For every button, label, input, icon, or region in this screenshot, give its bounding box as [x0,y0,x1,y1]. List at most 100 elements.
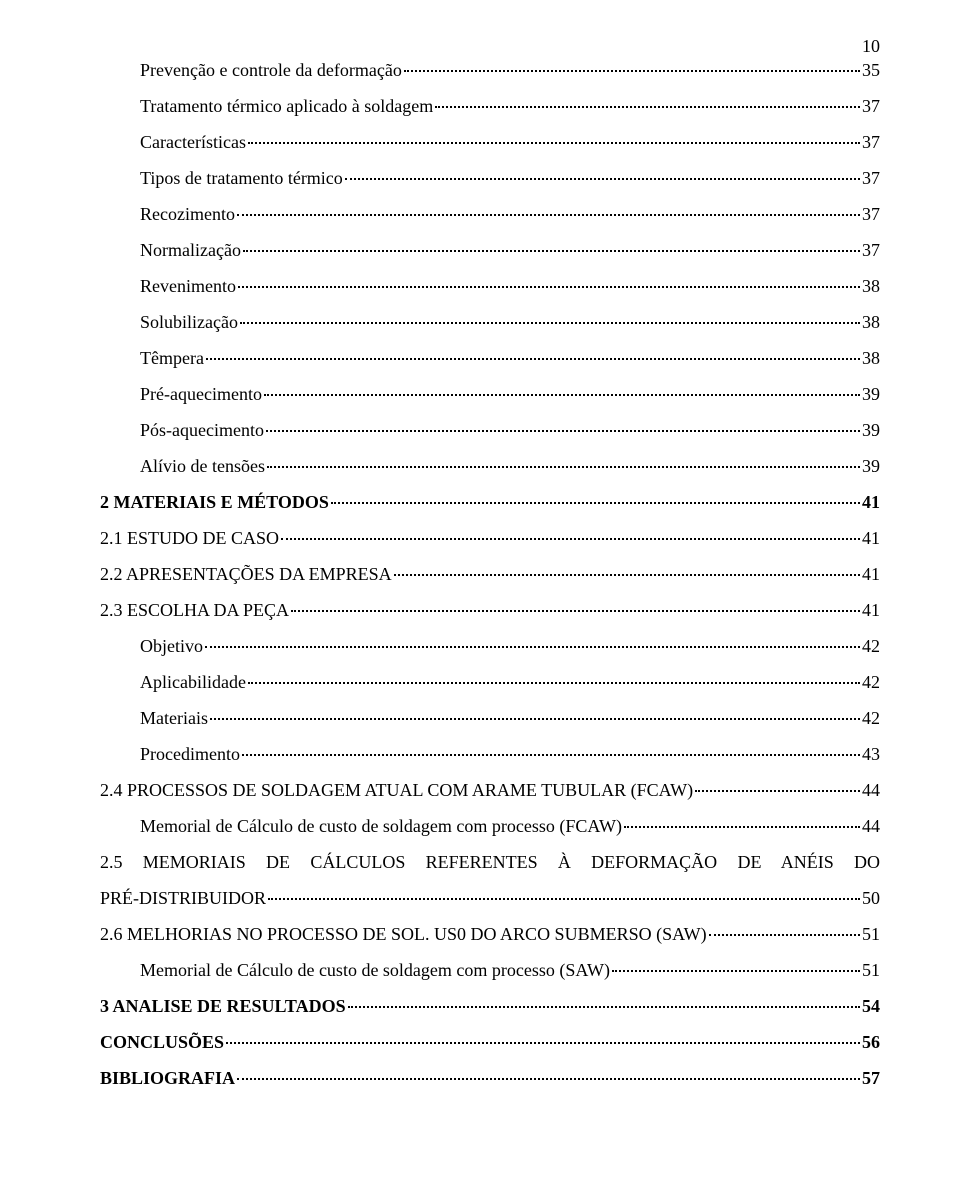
toc-leader-dots [206,358,860,360]
toc-leader-dots [404,70,860,72]
toc-leader-dots [695,790,860,792]
toc-label: Têmpera [140,348,204,369]
toc-label: Normalização [140,240,241,261]
toc-label: 2.5 MEMORIAIS DE CÁLCULOS REFERENTES À D… [100,852,880,873]
toc-entry: Solubilização 38 [100,312,880,333]
toc-entry: 2.5 MEMORIAIS DE CÁLCULOS REFERENTES À D… [100,852,880,873]
toc-label: Tipos de tratamento térmico [140,168,343,189]
toc-page: 39 [862,384,880,405]
toc-page: 44 [862,816,880,837]
toc-entry: Objetivo 42 [100,636,880,657]
toc-label: Objetivo [140,636,203,657]
toc-entry: 3 ANALISE DE RESULTADOS 54 [100,996,880,1017]
toc-leader-dots [709,934,860,936]
toc-label: Características [140,132,246,153]
toc-label: CONCLUSÕES [100,1032,224,1053]
toc-entry: Aplicabilidade 42 [100,672,880,693]
toc-leader-dots [240,322,860,324]
toc-entry: Pós-aquecimento 39 [100,420,880,441]
toc-entry: Memorial de Cálculo de custo de soldagem… [100,816,880,837]
toc-label: 2.1 ESTUDO DE CASO [100,528,279,549]
toc-entry: Materiais 42 [100,708,880,729]
toc-label: Solubilização [140,312,238,333]
toc-entry: Normalização 37 [100,240,880,261]
toc-leader-dots [266,430,860,432]
toc-entry: Procedimento 43 [100,744,880,765]
toc-page: 54 [862,996,880,1017]
toc-page: 38 [862,348,880,369]
toc-entry: Têmpera 38 [100,348,880,369]
toc-page: 42 [862,708,880,729]
toc-leader-dots [268,898,860,900]
page-number: 10 [862,36,880,57]
toc-page: 35 [862,60,880,81]
toc-leader-dots [242,754,860,756]
toc-label: Memorial de Cálculo de custo de soldagem… [140,960,610,981]
toc-label: 2 MATERIAIS E MÉTODOS [100,492,329,513]
toc-page: 41 [862,600,880,621]
toc-label: Prevenção e controle da deformação [140,60,402,81]
toc-entry: PRÉ-DISTRIBUIDOR 50 [100,888,880,909]
toc-page: 42 [862,636,880,657]
toc-label: 2.2 APRESENTAÇÕES DA EMPRESA [100,564,392,585]
toc-leader-dots [348,1006,860,1008]
toc-label: Procedimento [140,744,240,765]
toc-label: 2.4 PROCESSOS DE SOLDAGEM ATUAL COM ARAM… [100,780,693,801]
toc-page: 39 [862,456,880,477]
toc-leader-dots [243,250,860,252]
toc-page: 37 [862,132,880,153]
toc-entry: Memorial de Cálculo de custo de soldagem… [100,960,880,981]
toc-page: 38 [862,276,880,297]
toc-leader-dots [210,718,860,720]
toc-leader-dots [238,286,860,288]
toc-leader-dots [267,466,860,468]
toc-label: 3 ANALISE DE RESULTADOS [100,996,346,1017]
toc-leader-dots [264,394,860,396]
table-of-contents: Prevenção e controle da deformação 35 Trat… [100,60,880,1089]
toc-entry: 2.2 APRESENTAÇÕES DA EMPRESA41 [100,564,880,585]
toc-label: 2.6 MELHORIAS NO PROCESSO DE SOL. US0 DO… [100,924,707,945]
toc-page: 37 [862,96,880,117]
toc-entry: 2.4 PROCESSOS DE SOLDAGEM ATUAL COM ARAM… [100,780,880,801]
toc-leader-dots [291,610,860,612]
toc-leader-dots [248,142,860,144]
toc-page: 41 [862,528,880,549]
toc-entry: Tipos de tratamento térmico 37 [100,168,880,189]
toc-leader-dots [624,826,860,828]
toc-label: Alívio de tensões [140,456,265,477]
toc-entry: Tratamento térmico aplicado à soldagem 3… [100,96,880,117]
toc-entry: Características 37 [100,132,880,153]
toc-entry: BIBLIOGRAFIA 57 [100,1068,880,1089]
toc-entry: 2.6 MELHORIAS NO PROCESSO DE SOL. US0 DO… [100,924,880,945]
toc-page: 41 [862,492,880,513]
toc-label: Pós-aquecimento [140,420,264,441]
toc-label: Memorial de Cálculo de custo de soldagem… [140,816,622,837]
toc-page: 42 [862,672,880,693]
toc-page: 51 [862,960,880,981]
toc-label: Recozimento [140,204,235,225]
toc-label: Aplicabilidade [140,672,246,693]
toc-label: Materiais [140,708,208,729]
toc-page: 57 [862,1068,880,1089]
toc-page: 39 [862,420,880,441]
toc-leader-dots [394,574,860,576]
toc-entry: Revenimento 38 [100,276,880,297]
toc-leader-dots [237,214,860,216]
toc-entry: Pré-aquecimento 39 [100,384,880,405]
toc-leader-dots [612,970,860,972]
toc-leader-dots [205,646,860,648]
toc-label: 2.3 ESCOLHA DA PEÇA [100,600,289,621]
toc-page: 37 [862,204,880,225]
toc-leader-dots [226,1042,860,1044]
toc-page: 38 [862,312,880,333]
toc-label: Pré-aquecimento [140,384,262,405]
toc-page: 56 [862,1032,880,1053]
toc-entry: CONCLUSÕES 56 [100,1032,880,1053]
toc-page: 37 [862,168,880,189]
toc-entry: 2 MATERIAIS E MÉTODOS 41 [100,492,880,513]
toc-leader-dots [331,502,860,504]
toc-page: 43 [862,744,880,765]
toc-leader-dots [248,682,860,684]
toc-label: BIBLIOGRAFIA [100,1068,235,1089]
toc-entry: Recozimento 37 [100,204,880,225]
